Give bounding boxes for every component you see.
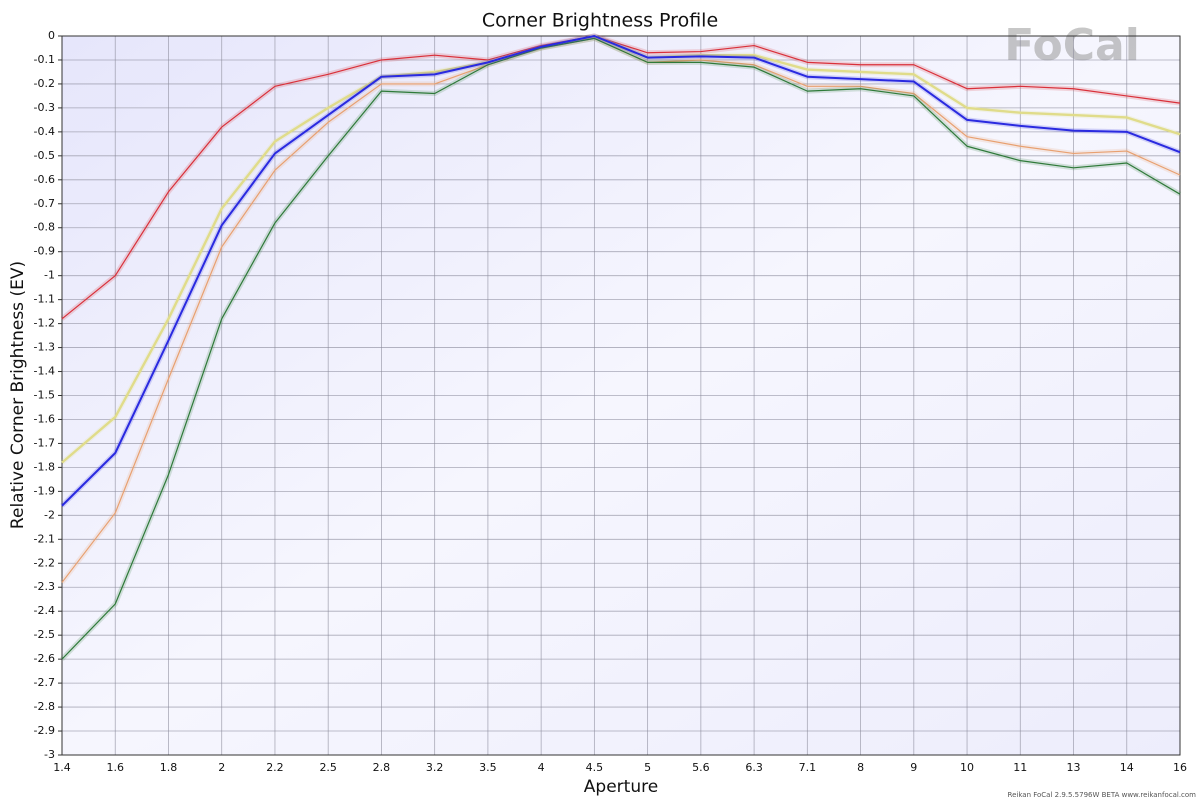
lines [60,33,1182,661]
logo: FoCal [1004,20,1140,71]
y-tick-label: -2.7 [34,676,55,689]
x-tick-label: 5.6 [692,761,710,774]
y-tick-label: -0.1 [34,53,55,66]
y-tick-label: -1 [44,269,55,282]
y-tick-label: 0 [48,29,55,42]
line [61,35,1181,320]
y-tick-label: -2.2 [34,556,55,569]
x-tick-label: 1.4 [53,761,71,774]
plot-border [61,35,1181,756]
y-tick-label: -0.7 [34,197,55,210]
y-tick-label: -0.4 [34,125,55,138]
y-tick-label: -1.5 [34,389,55,402]
y-tick-label: -2 [44,508,55,521]
x-tick-label: 2 [218,761,225,774]
x-tick-label: 3.5 [479,761,497,774]
x-tick-label: 2.8 [373,761,391,774]
y-tick-label: -2.6 [34,652,55,665]
y-tick-label: -1.4 [34,365,55,378]
x-tick-label: 14 [1120,761,1134,774]
tick-labels: 0 -0.1 -0.2 -0.3 -0.4 -0.5 -0.6 -0.7 -0.8 -0.9 -1 -… [34,29,1187,774]
x-tick-label: 3.2 [426,761,444,774]
x-tick-label: 1.8 [160,761,178,774]
y-tick-label: -0.5 [34,149,55,162]
x-tick-label: 13 [1067,761,1081,774]
y-tick-label: -0.9 [34,245,55,258]
y-tick-label: -2.4 [34,604,55,617]
x-tick-label: 16 [1173,761,1187,774]
x-tick-label: 11 [1013,761,1027,774]
y-axis-label: Relative Corner Brightness (EV) [8,261,28,529]
y-tick-label: -2.5 [34,628,55,641]
y-tick-label: -3 [44,748,55,761]
line [61,35,1181,507]
x-tick-label: 5 [644,761,651,774]
x-axis-label: Aperture [584,777,658,797]
y-tick-label: -1.9 [34,484,55,497]
x-tick-label: 9 [910,761,917,774]
y-tick-label: -1.2 [34,317,55,330]
y-tick-label: -0.3 [34,101,55,114]
x-tick-label: 1.6 [106,761,124,774]
y-tick-label: -1.8 [34,460,55,473]
y-tick-label: -1.3 [34,341,55,354]
y-tick-label: -1.6 [34,412,55,425]
x-tick-label: 2.2 [266,761,284,774]
y-tick-label: -2.9 [34,724,55,737]
x-tick-label: 7.1 [799,761,817,774]
x-tick-label: 2.5 [319,761,337,774]
x-tick-label: 4.5 [586,761,604,774]
x-tick-label: 4 [538,761,545,774]
line [61,37,1181,660]
y-tick-label: -2.8 [34,700,55,713]
x-tick-label: 10 [960,761,974,774]
y-tick-label: -0.6 [34,173,55,186]
y-tick-label: -2.1 [34,532,55,545]
chart-title: Corner Brightness Profile [482,10,718,32]
y-tick-label: -0.8 [34,221,55,234]
y-tick-label: -1.7 [34,436,55,449]
y-tick-label: -2.3 [34,580,55,593]
footer: Reikan FoCal 2.9.5.5796W BETA www.reikan… [1008,791,1197,799]
y-tick-label: -1.1 [34,293,55,306]
grid [58,35,1181,756]
x-tick-label: 8 [857,761,864,774]
y-tick-label: -0.2 [34,77,55,90]
x-tick-label: 6.3 [745,761,763,774]
